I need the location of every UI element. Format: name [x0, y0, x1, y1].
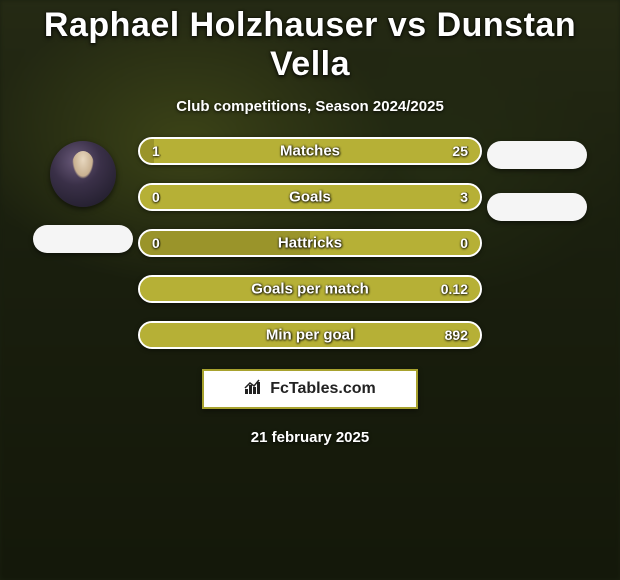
left-player-badge — [33, 225, 133, 253]
chart-icon — [244, 379, 264, 400]
stat-value-left: 1 — [152, 143, 160, 159]
stat-label: Goals — [289, 189, 331, 206]
stat-bar: 1 25 Matches — [138, 137, 482, 165]
left-player-avatar — [50, 141, 116, 207]
stat-bars: 1 25 Matches 0 3 Goals 0 0 Hattricks 0.12 Goals pe… — [138, 137, 482, 349]
date-text: 21 february 2025 — [251, 429, 369, 446]
stat-label: Matches — [280, 143, 340, 160]
brand-box[interactable]: FcTables.com — [202, 369, 418, 409]
stat-value-left: 0 — [152, 235, 160, 251]
right-player-column — [482, 137, 592, 221]
right-player-badge-2 — [487, 193, 587, 221]
stat-bar: 0 0 Hattricks — [138, 229, 482, 257]
stat-bar: 0 3 Goals — [138, 183, 482, 211]
stat-label: Min per goal — [266, 327, 354, 344]
stat-value-right: 0 — [460, 235, 468, 251]
stat-value-right: 892 — [445, 327, 468, 343]
stat-bar: 0.12 Goals per match — [138, 275, 482, 303]
stat-label: Hattricks — [278, 235, 342, 252]
page-title: Raphael Holzhauser vs Dunstan Vella — [0, 6, 620, 84]
right-player-badge-1 — [487, 141, 587, 169]
brand-text: FcTables.com — [270, 380, 376, 398]
comparison-area: 1 25 Matches 0 3 Goals 0 0 Hattricks 0.12 Goals pe… — [0, 137, 620, 349]
stat-label: Goals per match — [251, 281, 369, 298]
left-player-column — [28, 137, 138, 253]
stat-bar: 892 Min per goal — [138, 321, 482, 349]
stat-value-right: 0.12 — [441, 281, 468, 297]
subtitle: Club competitions, Season 2024/2025 — [176, 98, 444, 115]
stat-value-right: 3 — [460, 189, 468, 205]
stat-value-right: 25 — [452, 143, 468, 159]
stat-value-left: 0 — [152, 189, 160, 205]
